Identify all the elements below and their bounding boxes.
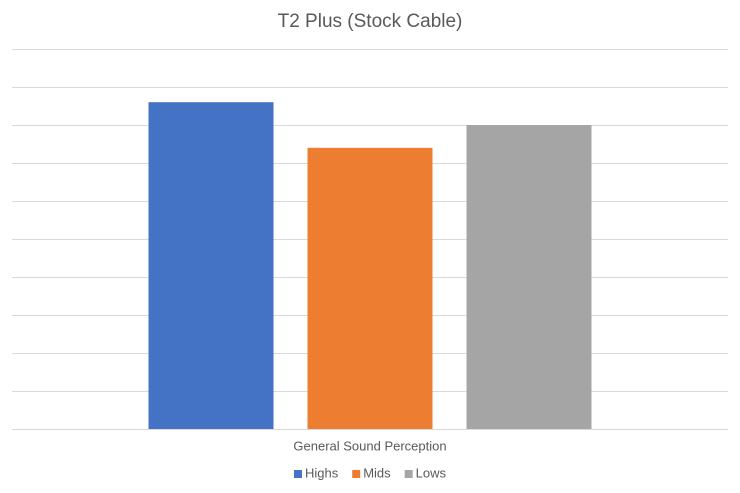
x-tick-label: General Sound Perception xyxy=(293,438,446,453)
legend-swatch xyxy=(352,470,361,478)
legend-label: Highs xyxy=(305,465,339,480)
legend-swatch xyxy=(293,470,302,478)
legend-swatch xyxy=(404,470,413,478)
legend-label: Lows xyxy=(416,465,447,480)
bar xyxy=(148,102,274,429)
chart-title: T2 Plus (Stock Cable) xyxy=(278,11,463,32)
bar xyxy=(466,125,592,429)
bar xyxy=(307,147,433,430)
legend-label: Mids xyxy=(363,465,391,480)
